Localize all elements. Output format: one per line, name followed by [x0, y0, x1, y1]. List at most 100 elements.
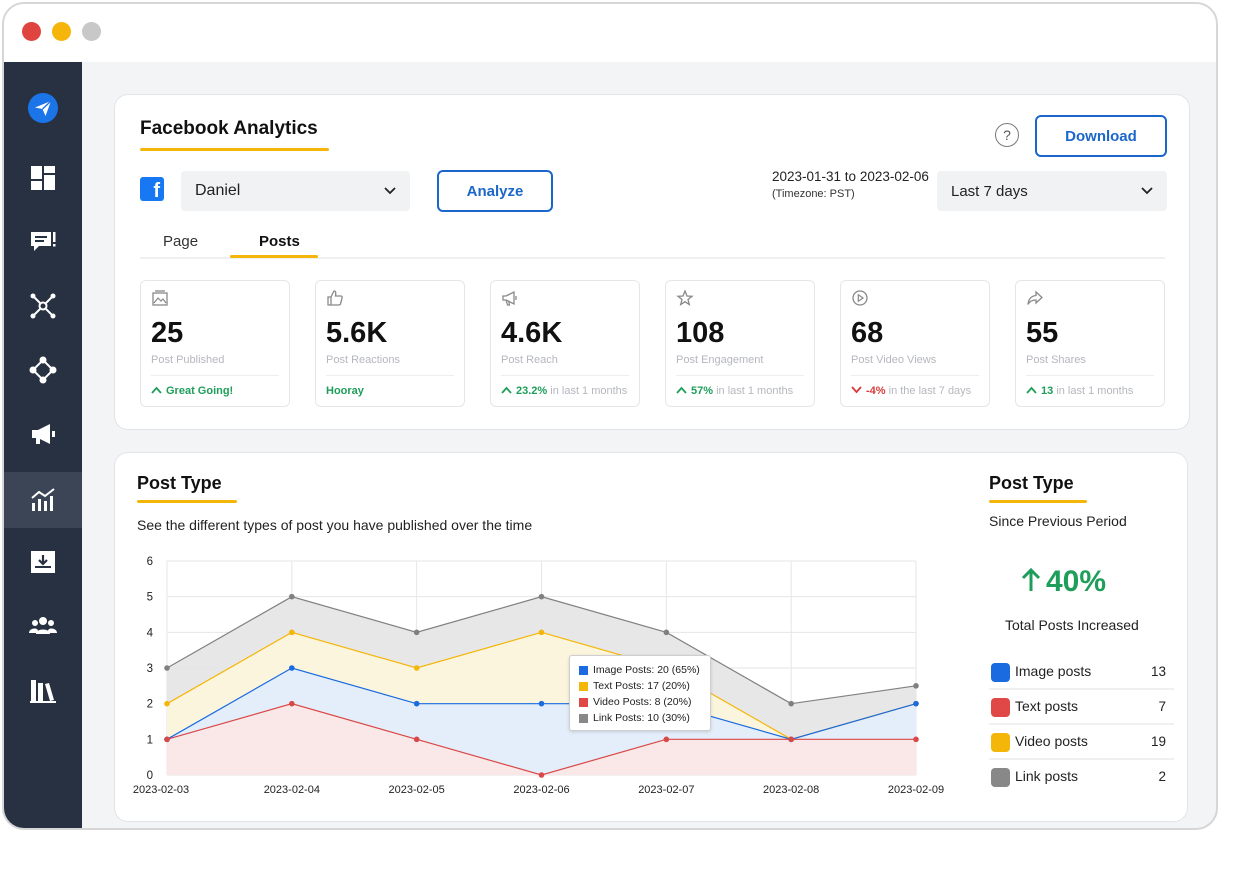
tooltip-row: Link Posts: 10 (30%): [579, 710, 710, 726]
legend-label: Image posts: [1015, 663, 1092, 679]
data-point: [913, 736, 919, 743]
page-title: Facebook Analytics: [140, 118, 318, 139]
stat-note: in last 1 months: [716, 385, 794, 397]
help-icon[interactable]: ?: [995, 123, 1019, 147]
data-point: [413, 736, 420, 743]
sidebar-item-network[interactable]: [4, 278, 82, 334]
stat-label: Post Video Views: [851, 354, 937, 366]
analyze-button[interactable]: Analyze: [437, 170, 553, 212]
x-tick-label: 2023-02-04: [264, 784, 320, 796]
data-point: [413, 665, 420, 671]
change-value: 40%: [1046, 565, 1107, 598]
chevron-down-icon: [1141, 187, 1153, 195]
stat-value: 5.6K: [326, 317, 388, 349]
paper-plane-icon: [28, 93, 58, 123]
data-point: [913, 683, 919, 689]
x-tick-label: 2023-02-03: [133, 784, 189, 796]
data-point: [538, 593, 545, 600]
sidebar-item-dashboard[interactable]: [4, 150, 82, 206]
stat-footer: 13 in last 1 months: [1026, 385, 1133, 397]
stat-highlight: 23.2%: [516, 385, 548, 397]
legend-swatch: [991, 663, 1010, 682]
tooltip-row: Text Posts: 17 (20%): [579, 678, 710, 694]
data-point: [788, 700, 794, 707]
date-range-text: 2023-01-31 to 2023-02-06: [772, 169, 929, 184]
sidebar-item-send[interactable]: [4, 80, 82, 136]
tooltip-swatch: [579, 697, 588, 707]
sidebar-item-workflow[interactable]: [4, 342, 82, 398]
tab-posts[interactable]: Posts: [259, 233, 300, 250]
chat-icon: [31, 232, 56, 251]
megaphone-icon: [502, 290, 517, 306]
sidebar: [4, 62, 82, 828]
sidebar-item-messages[interactable]: [4, 214, 82, 270]
stat-highlight: 57%: [691, 385, 714, 397]
tooltip-row: Image Posts: 20 (65%): [579, 662, 710, 678]
post-type-subtitle: See the different types of post you have…: [137, 517, 533, 533]
stat-divider: [851, 375, 979, 376]
legend-count: 2: [1158, 769, 1166, 784]
stat-card-post-video-views: 68 Post Video Views -4% in the last 7 da…: [840, 280, 990, 407]
account-select[interactable]: Daniel: [181, 171, 410, 211]
download-button[interactable]: Download: [1035, 115, 1167, 157]
post-type-title: Post Type: [137, 473, 222, 493]
image-icon: [152, 290, 168, 306]
star-icon: [676, 289, 694, 306]
period-select[interactable]: Last 7 days: [937, 171, 1167, 211]
minimize-window-button[interactable]: [52, 22, 71, 41]
tooltip-swatch: [579, 681, 588, 691]
chevron-down-icon: [384, 187, 396, 195]
timezone-text: (Timezone: PST): [772, 188, 855, 200]
data-point: [788, 736, 794, 743]
data-point: [663, 736, 670, 743]
data-point: [289, 700, 295, 707]
arrow-up-icon: [501, 386, 512, 394]
stat-footer: -4% in the last 7 days: [851, 385, 971, 397]
data-point: [538, 629, 545, 636]
change-caption: Total Posts Increased: [1005, 617, 1139, 633]
arrow-down-icon: [851, 386, 862, 394]
legend-item-link-posts: Link posts 2: [989, 760, 1174, 795]
stat-footer: Hooray: [326, 385, 364, 397]
stat-label: Post Engagement: [676, 354, 764, 366]
title-underline: [989, 500, 1087, 503]
stat-label: Post Shares: [1026, 354, 1086, 366]
tab-bar: Page Posts: [140, 225, 1165, 259]
tooltip-row: Video Posts: 8 (20%): [579, 694, 710, 710]
arrow-up-icon: [1026, 386, 1037, 394]
stat-highlight: -4%: [866, 385, 886, 397]
y-tick-label: 3: [147, 663, 153, 675]
stat-card-post-reactions: 5.6K Post Reactions Hooray: [315, 280, 465, 407]
stat-footer: 57% in last 1 months: [676, 385, 793, 397]
account-select-value: Daniel: [195, 182, 241, 199]
data-point: [289, 665, 295, 671]
network-icon: [30, 293, 56, 319]
title-underline: [137, 500, 237, 503]
stat-label: Post Published: [151, 354, 225, 366]
workflow-icon: [29, 356, 57, 384]
tooltip-label: Link Posts: 10 (30%): [593, 712, 690, 724]
sidebar-item-library[interactable]: [4, 662, 82, 718]
maximize-window-button[interactable]: [82, 22, 101, 41]
stat-divider: [501, 375, 629, 376]
data-point: [164, 700, 170, 707]
sidebar-item-team[interactable]: [4, 598, 82, 654]
tab-page[interactable]: Page: [163, 233, 199, 250]
stat-highlight: Great Going!: [166, 385, 234, 397]
data-point: [164, 665, 170, 671]
summary-title: Post Type: [989, 473, 1074, 493]
y-tick-label: 1: [147, 734, 153, 746]
stat-note: in the last 7 days: [888, 385, 972, 397]
sidebar-item-analytics[interactable]: [4, 472, 82, 528]
sidebar-item-downloads[interactable]: [4, 534, 82, 590]
sidebar-item-campaigns[interactable]: [4, 406, 82, 462]
data-point: [289, 629, 295, 636]
y-tick-label: 6: [147, 556, 153, 568]
legend-item-image-posts: Image posts 13: [989, 655, 1174, 690]
x-tick-label: 2023-02-08: [763, 784, 819, 796]
data-point: [289, 593, 295, 600]
summary-subtitle: Since Previous Period: [989, 513, 1127, 529]
close-window-button[interactable]: [22, 22, 41, 41]
period-select-value: Last 7 days: [951, 182, 1028, 200]
legend-swatch: [991, 698, 1010, 717]
